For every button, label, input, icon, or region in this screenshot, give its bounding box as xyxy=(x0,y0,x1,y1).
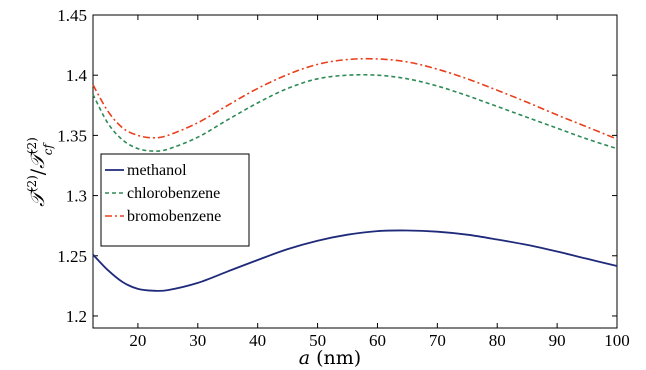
x-tick-label: 80 xyxy=(489,331,506,350)
series-layer xyxy=(92,57,618,292)
y-axis: 1.2 1.25 1.3 1.35 1.4 1.45 xyxy=(57,6,617,326)
x-tick-label: 60 xyxy=(369,331,386,350)
legend-label-chlorobenzene: chlorobenzene xyxy=(127,185,220,202)
x-axis-label: a (nm) xyxy=(299,347,361,369)
x-tick-label: 50 xyxy=(309,331,326,350)
svg-text:𝒯(2)/𝒯(2)cf: 𝒯(2)/𝒯(2) cf xyxy=(25,137,55,207)
x-tick-label: 70 xyxy=(429,331,446,350)
series-line-bromobenzene xyxy=(92,57,618,140)
y-tick-label: 1.45 xyxy=(57,6,87,25)
legend-box xyxy=(100,153,250,247)
legend: methanol chlorobenzene bromobenzene xyxy=(100,153,250,247)
x-tick-label: 20 xyxy=(129,331,146,350)
x-tick-label: 30 xyxy=(189,331,206,350)
series-line-methanol xyxy=(92,229,618,292)
y-tick-label: 1.35 xyxy=(57,126,87,145)
series-line-chlorobenzene xyxy=(92,73,618,152)
x-tick-label: 40 xyxy=(249,331,266,350)
x-tick-label: 100 xyxy=(604,331,630,350)
y-tick-label: 1.2 xyxy=(66,307,87,326)
x-axis: 20 30 40 50 60 70 80 90 100 xyxy=(129,15,630,350)
y-tick-label: 1.3 xyxy=(66,187,87,206)
y-tick-label: 1.4 xyxy=(66,66,88,85)
y-axis-label: 𝒯(2)/𝒯(2) cf xyxy=(25,137,55,207)
x-tick-label: 90 xyxy=(549,331,566,350)
legend-label-methanol: methanol xyxy=(127,162,187,179)
y-tick-label: 1.25 xyxy=(57,247,87,266)
legend-label-bromobenzene: bromobenzene xyxy=(127,208,221,225)
